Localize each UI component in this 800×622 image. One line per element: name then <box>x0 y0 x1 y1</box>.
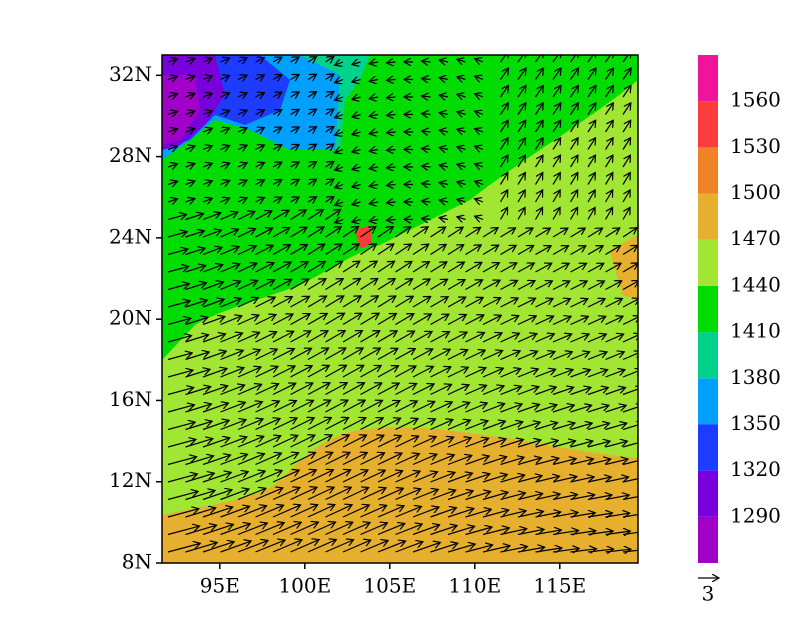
x-tick-label: 105E <box>363 574 416 598</box>
y-tick-label: 32N <box>109 62 152 86</box>
wind-arrow <box>387 220 396 221</box>
colorbar-box <box>698 378 718 424</box>
colorbar-box <box>698 240 718 286</box>
colorbar-box <box>698 101 718 147</box>
wind-arrow <box>387 115 396 116</box>
colorbar-label: 1440 <box>730 272 781 296</box>
colorbar-label: 1320 <box>730 457 781 481</box>
colorbar-label: 1470 <box>730 226 781 250</box>
colorbar: 1290 1320 1350 1380 1410 1440 1470 1500 1530 1560 <box>698 55 781 563</box>
wind-arrow <box>387 185 396 186</box>
colorbar-label: 1560 <box>730 88 781 112</box>
x-tick-label: 115E <box>533 574 586 598</box>
colorbar-label: 1290 <box>730 503 781 527</box>
colorbar-box <box>698 194 718 240</box>
y-tick-label: 16N <box>109 387 152 411</box>
colorbar-label: 1380 <box>730 365 781 389</box>
y-tick-label: 28N <box>109 143 152 167</box>
y-tick-label: 12N <box>109 468 152 492</box>
colorbar-label: 1350 <box>730 411 781 435</box>
wind-arrow <box>387 167 396 168</box>
colorbar-label: 1530 <box>730 134 781 158</box>
y-tick-label: 8N <box>122 550 152 574</box>
reference-vector-label: 3 <box>702 582 715 606</box>
wind-arrow <box>387 202 396 203</box>
colorbar-box <box>698 55 718 101</box>
y-tick-label: 20N <box>109 306 152 330</box>
colorbar-box <box>698 286 718 332</box>
colorbar-box <box>698 471 718 517</box>
wind-arrow <box>387 97 396 98</box>
colorbar-box <box>698 517 718 563</box>
field <box>162 51 648 563</box>
wind-arrow <box>387 62 396 63</box>
colorbar-label: 1500 <box>730 180 781 204</box>
y-tick-label: 24N <box>109 224 152 248</box>
x-tick-label: 100E <box>278 574 331 598</box>
colorbar-box <box>698 147 718 193</box>
wind-arrow <box>387 150 396 151</box>
colorbar-label: 1410 <box>730 319 781 343</box>
wind-arrow <box>387 80 396 81</box>
colorbar-box <box>698 424 718 470</box>
x-tick-label: 95E <box>200 574 240 598</box>
x-tick-label: 110E <box>448 574 501 598</box>
wind-arrow <box>387 132 396 133</box>
colorbar-box <box>698 332 718 378</box>
